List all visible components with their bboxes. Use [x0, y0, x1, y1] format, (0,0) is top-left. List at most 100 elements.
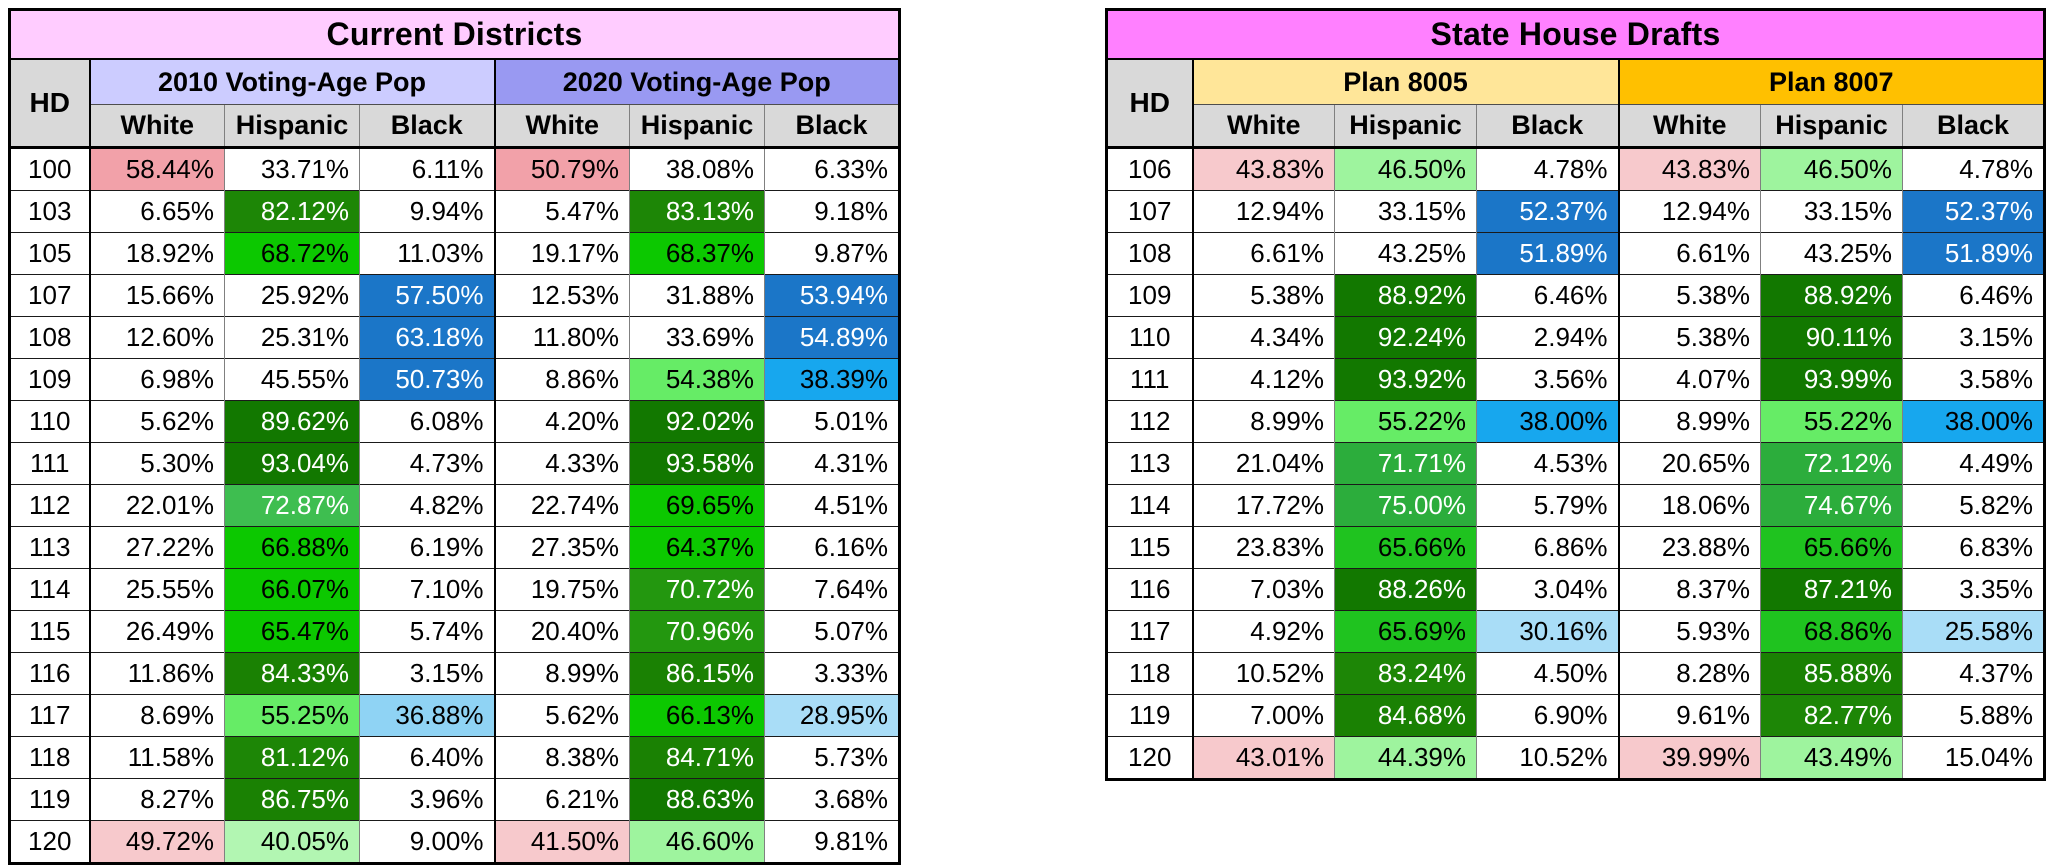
pct-cell: 6.61% [1192, 232, 1335, 275]
table-row-hd-114: 114 17.72% 75.00% 5.79% 18.06% 74.67% 5.82% [1106, 484, 2045, 527]
pct-cell: 93.58% [629, 442, 765, 485]
pct-cell: 28.95% [764, 694, 900, 737]
pct-cell: 70.72% [629, 568, 765, 611]
hd-value: 117 [1106, 610, 1194, 653]
pct-cell: 22.74% [493, 484, 630, 527]
pct-cell: 5.38% [1617, 316, 1761, 359]
pct-cell: 52.37% [1476, 190, 1619, 233]
pct-cell: 33.71% [224, 147, 360, 191]
pct-cell: 5.38% [1617, 274, 1761, 317]
pct-cell: 19.17% [493, 232, 630, 275]
pct-cell: 50.73% [359, 358, 495, 401]
table-row-hd-118: 118 11.58% 81.12% 6.40% 8.38% 84.71% 5.73% [9, 736, 900, 779]
pct-cell: 38.39% [764, 358, 900, 401]
pct-cell: 8.86% [493, 358, 630, 401]
pct-cell: 4.51% [764, 484, 900, 527]
pct-cell: 88.92% [1334, 274, 1477, 317]
pct-cell: 74.67% [1760, 484, 1903, 527]
group-header-2010-vap: 2010 Voting-Age Pop [88, 59, 495, 105]
pct-cell: 5.62% [89, 400, 225, 443]
table-row-hd-110: 110 4.34% 92.24% 2.94% 5.38% 90.11% 3.15% [1106, 316, 2045, 359]
pct-cell: 70.96% [629, 610, 765, 653]
pct-cell: 8.38% [493, 736, 630, 779]
pct-cell: 84.71% [629, 736, 765, 779]
group-header-plan-8007: Plan 8007 [1617, 59, 2045, 105]
pct-cell: 38.00% [1476, 400, 1619, 443]
pct-cell: 25.58% [1902, 610, 2045, 653]
pct-cell: 33.69% [629, 316, 765, 359]
table-row-hd-108: 108 12.60% 25.31% 63.18% 11.80% 33.69% 54.89% [9, 316, 900, 359]
pct-cell: 38.00% [1902, 400, 2045, 443]
pct-cell: 51.89% [1902, 232, 2045, 275]
hd-value: 114 [1106, 484, 1194, 527]
group-header-2020-vap: 2020 Voting-Age Pop [493, 59, 900, 105]
table-row-hd-117: 117 4.92% 65.69% 30.16% 5.93% 68.86% 25.58% [1106, 610, 2045, 653]
pct-cell: 12.60% [89, 316, 225, 359]
group-header-plan-8005: Plan 8005 [1191, 59, 1619, 105]
pct-cell: 6.40% [359, 736, 495, 779]
pct-cell: 9.87% [764, 232, 900, 275]
table-row-hd-115: 115 26.49% 65.47% 5.74% 20.40% 70.96% 5.07% [9, 610, 900, 653]
pct-cell: 6.46% [1902, 274, 2045, 317]
pct-cell: 43.83% [1617, 147, 1761, 191]
pct-cell: 10.52% [1476, 736, 1619, 780]
pct-cell: 33.15% [1760, 190, 1903, 233]
pct-cell: 3.96% [359, 778, 495, 821]
pct-cell: 53.94% [764, 274, 900, 317]
pct-cell: 3.68% [764, 778, 900, 821]
pct-cell: 3.15% [359, 652, 495, 695]
pct-cell: 65.66% [1334, 526, 1477, 569]
pct-cell: 10.52% [1192, 652, 1335, 695]
pct-cell: 43.83% [1192, 147, 1335, 191]
hd-value: 119 [9, 778, 91, 821]
pct-cell: 93.99% [1760, 358, 1903, 401]
hd-value: 108 [9, 316, 91, 359]
column-header-black: Black [764, 104, 900, 149]
pct-cell: 44.39% [1334, 736, 1477, 780]
table-row-hd-108: 108 6.61% 43.25% 51.89% 6.61% 43.25% 51.89% [1106, 232, 2045, 275]
pct-cell: 46.50% [1760, 147, 1903, 191]
pct-cell: 6.08% [359, 400, 495, 443]
pct-cell: 6.33% [764, 147, 900, 191]
pct-cell: 5.01% [764, 400, 900, 443]
pct-cell: 36.88% [359, 694, 495, 737]
table-row-hd-117: 117 8.69% 55.25% 36.88% 5.62% 66.13% 28.95% [9, 694, 900, 737]
hd-value: 107 [9, 274, 91, 317]
pct-cell: 57.50% [359, 274, 495, 317]
table-row-hd-113: 113 27.22% 66.88% 6.19% 27.35% 64.37% 6.16% [9, 526, 900, 569]
pct-cell: 25.31% [224, 316, 360, 359]
hd-value: 103 [9, 190, 91, 233]
pct-cell: 2.94% [1476, 316, 1619, 359]
pct-cell: 6.98% [89, 358, 225, 401]
pct-cell: 25.55% [89, 568, 225, 611]
column-header-white: White [493, 104, 630, 149]
hd-value: 111 [1106, 358, 1194, 401]
pct-cell: 5.47% [493, 190, 630, 233]
pct-cell: 4.50% [1476, 652, 1619, 695]
pct-cell: 3.35% [1902, 568, 2045, 611]
hd-value: 106 [1106, 147, 1194, 191]
pct-cell: 6.46% [1476, 274, 1619, 317]
table-row-hd-111: 111 5.30% 93.04% 4.73% 4.33% 93.58% 4.31% [9, 442, 900, 485]
pct-cell: 87.21% [1760, 568, 1903, 611]
pct-cell: 68.72% [224, 232, 360, 275]
table-row-hd-100: 100 58.44% 33.71% 6.11% 50.79% 38.08% 6.33% [9, 147, 900, 191]
pct-cell: 51.89% [1476, 232, 1619, 275]
pct-cell: 63.18% [359, 316, 495, 359]
pct-cell: 6.83% [1902, 526, 2045, 569]
pct-cell: 4.12% [1192, 358, 1335, 401]
pct-cell: 6.90% [1476, 694, 1619, 737]
table-row-hd-116: 116 11.86% 84.33% 3.15% 8.99% 86.15% 3.33% [9, 652, 900, 695]
pct-cell: 7.10% [359, 568, 495, 611]
pct-cell: 81.12% [224, 736, 360, 779]
pct-cell: 88.26% [1334, 568, 1477, 611]
pct-cell: 86.15% [629, 652, 765, 695]
hd-value: 115 [9, 610, 91, 653]
table-title-current-districts: Current Districts [9, 9, 900, 60]
state-house-drafts-table: State House Drafts HD Plan 8005 Plan 800… [1105, 8, 2046, 781]
pct-cell: 71.71% [1334, 442, 1477, 485]
pct-cell: 7.64% [764, 568, 900, 611]
pct-cell: 8.37% [1617, 568, 1761, 611]
pct-cell: 9.18% [764, 190, 900, 233]
hd-value: 108 [1106, 232, 1194, 275]
